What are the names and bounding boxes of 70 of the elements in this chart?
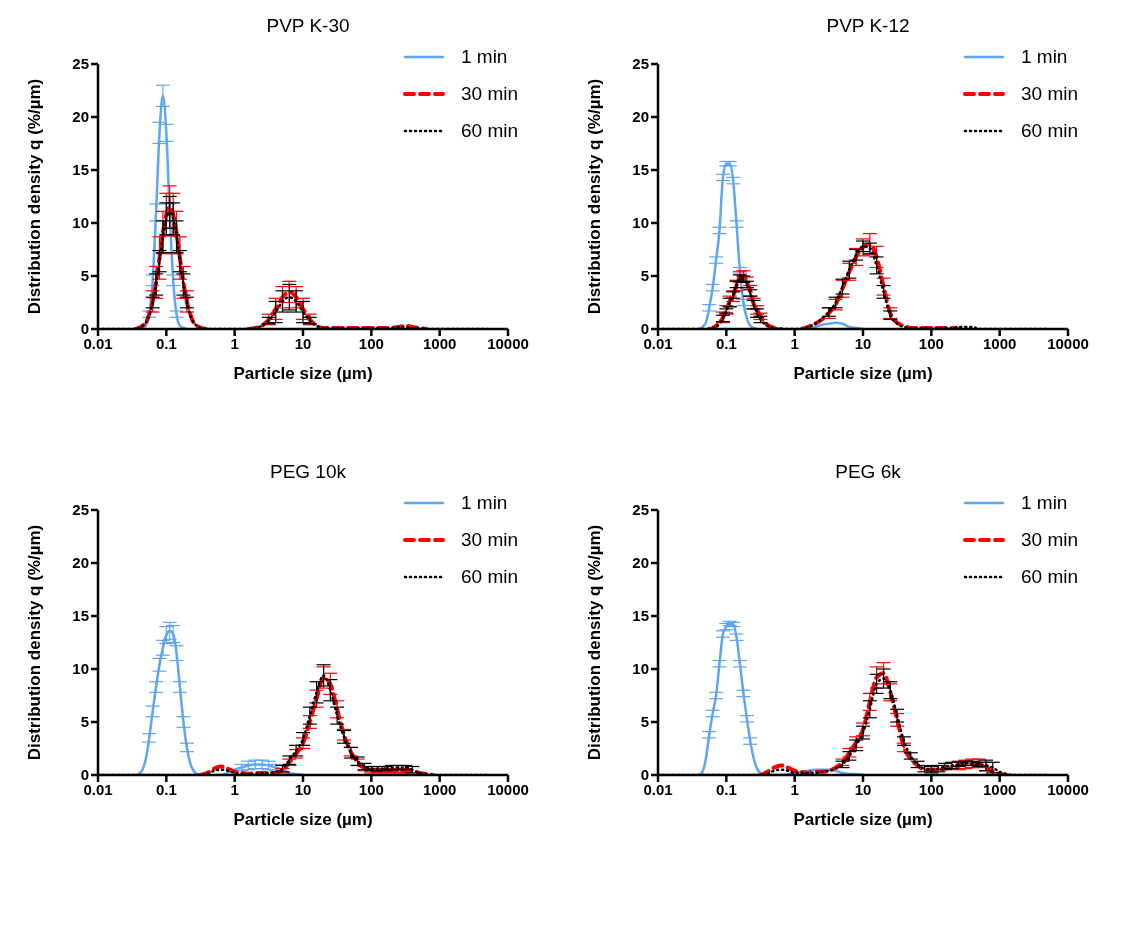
legend-label: 30 min	[1020, 82, 1078, 105]
y-axis-title: Distribution density q (%/µm)	[585, 524, 605, 761]
x-tick-label: 0.1	[715, 334, 737, 352]
legend-label: 60 min	[460, 119, 518, 142]
legend-label: 1 min	[460, 45, 508, 68]
legend-label: 1 min	[460, 491, 508, 514]
chart-title: PVP K-12	[825, 14, 911, 38]
y-tick-label: 20	[72, 554, 89, 572]
x-tick-label: 1000	[422, 334, 457, 352]
x-axis-title: Particle size (µm)	[233, 810, 373, 829]
x-tick-label: 1000	[422, 780, 457, 798]
x-tick-label: 10	[294, 780, 312, 798]
x-axis-title: Particle size (µm)	[233, 364, 373, 383]
legend-label: 60 min	[460, 565, 518, 588]
y-tick-label: 10	[632, 214, 649, 232]
x-tick-label: 10000	[1047, 334, 1089, 352]
y-tick-label: 5	[80, 713, 89, 731]
x-tick-label: 10000	[487, 334, 529, 352]
legend-label: 1 min	[1020, 491, 1068, 514]
x-tick-label: 100	[918, 334, 944, 352]
chart-title: PEG 6k	[834, 460, 902, 484]
y-axis-title: Distribution density q (%/µm)	[585, 78, 605, 315]
y-tick-label: 10	[72, 660, 89, 678]
y-tick-label: 25	[632, 55, 649, 73]
y-tick-label: 25	[72, 55, 89, 73]
legend-label: 30 min	[460, 528, 518, 551]
chart-title: PEG 10k	[268, 460, 347, 484]
y-tick-label: 10	[632, 660, 649, 678]
y-tick-label: 20	[632, 554, 649, 572]
x-axis-title: Particle size (µm)	[793, 810, 933, 829]
x-tick-label: 10000	[487, 780, 529, 798]
y-axis-title: Distribution density q (%/µm)	[25, 524, 45, 761]
x-tick-label: 10000	[1047, 780, 1089, 798]
x-tick-label: 100	[358, 334, 384, 352]
y-tick-label: 25	[632, 501, 649, 519]
y-tick-label: 5	[80, 267, 89, 285]
y-tick-label: 20	[72, 108, 89, 126]
y-tick-label: 15	[632, 161, 649, 179]
x-tick-label: 1	[790, 780, 799, 798]
x-tick-label: 0.1	[155, 780, 177, 798]
y-tick-label: 25	[72, 501, 89, 519]
y-tick-label: 15	[632, 607, 649, 625]
line-series	[758, 671, 1009, 775]
x-tick-label: 100	[918, 780, 944, 798]
x-tick-label: 1000	[982, 780, 1017, 798]
x-tick-label: 0.1	[155, 334, 177, 352]
y-tick-label: 5	[640, 713, 649, 731]
y-tick-label: 15	[72, 607, 89, 625]
x-tick-label: 0.1	[715, 780, 737, 798]
y-tick-label: 20	[632, 108, 649, 126]
x-tick-label: 10	[854, 334, 872, 352]
y-tick-label: 15	[72, 161, 89, 179]
legend-label: 1 min	[1020, 45, 1068, 68]
legend-label: 60 min	[1020, 119, 1078, 142]
x-tick-label: 10	[854, 780, 872, 798]
legend-label: 30 min	[460, 82, 518, 105]
chart-title: PVP K-30	[265, 14, 351, 38]
legend-label: 30 min	[1020, 528, 1078, 551]
line-series	[198, 675, 435, 775]
x-axis-title: Particle size (µm)	[793, 364, 933, 383]
x-tick-label: 1	[790, 334, 799, 352]
y-tick-label: 5	[640, 267, 649, 285]
legend-label: 60 min	[1020, 565, 1078, 588]
x-tick-label: 1000	[982, 334, 1017, 352]
x-tick-label: 10	[294, 334, 312, 352]
y-tick-label: 10	[72, 214, 89, 232]
x-tick-label: 1	[230, 334, 239, 352]
y-axis-title: Distribution density q (%/µm)	[25, 78, 45, 315]
x-tick-label: 100	[358, 780, 384, 798]
x-tick-label: 1	[230, 780, 239, 798]
